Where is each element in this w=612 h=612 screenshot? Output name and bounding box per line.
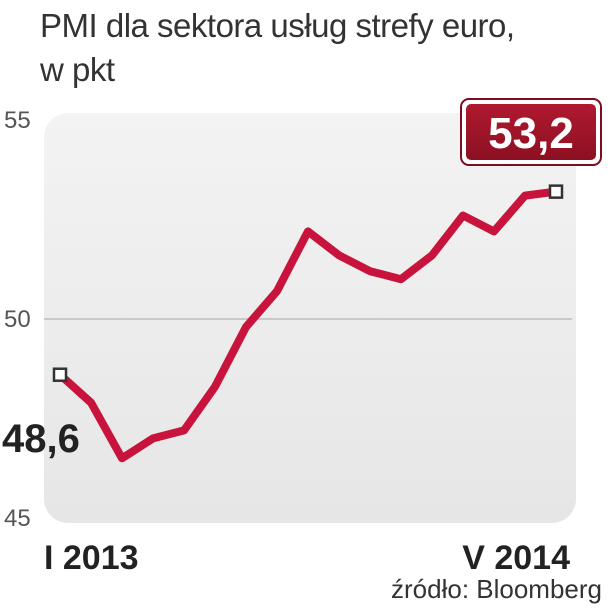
chart-title-line-1: PMI dla sektora usług strefy euro,: [40, 7, 515, 44]
plot-area: [44, 113, 576, 523]
end-value-badge: 53,2: [460, 98, 602, 166]
start-point-marker: [52, 367, 68, 382]
x-label-end: V 2014: [462, 539, 570, 577]
chart-title-line-2: w pkt: [40, 51, 115, 88]
y-tick-label: 45: [4, 505, 31, 532]
end-value-label: 53,2: [488, 109, 574, 158]
x-label-start: I 2013: [44, 539, 139, 577]
chart-title: PMI dla sektora usług strefy euro, w pkt: [40, 4, 600, 92]
y-tick-label: 50: [4, 306, 31, 333]
end-point-marker: [548, 184, 564, 199]
source-note: źródło: Bloomberg: [391, 574, 602, 604]
start-value-label: 48,6: [2, 417, 80, 461]
series-line: [56, 187, 560, 463]
y-tick-label: 55: [4, 107, 31, 134]
